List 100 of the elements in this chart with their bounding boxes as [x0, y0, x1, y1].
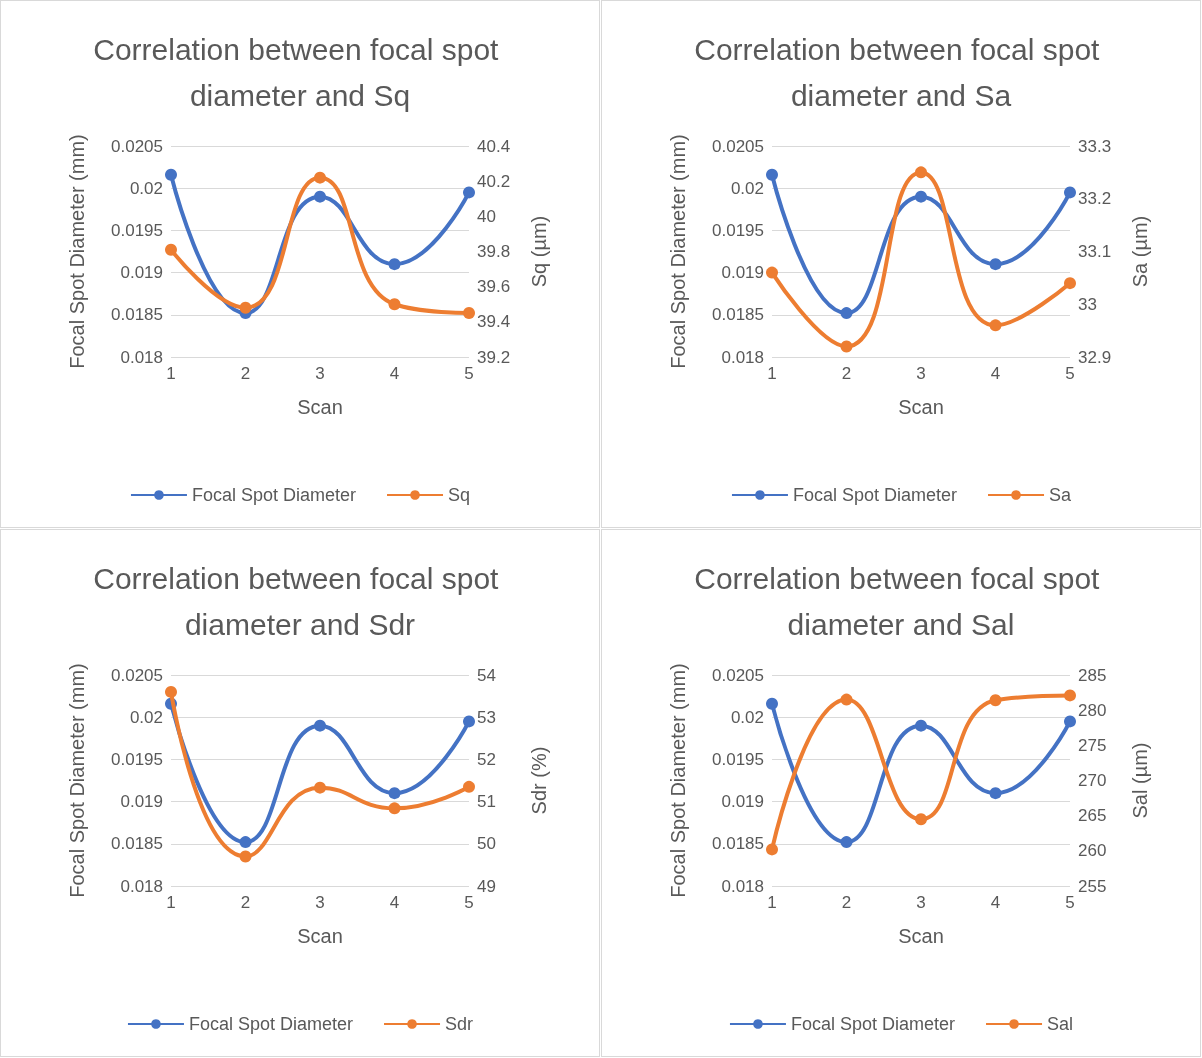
x-axis-title: Scan: [297, 925, 343, 947]
point: [840, 836, 853, 849]
y2-tick-label: 33.1: [1078, 242, 1112, 261]
x-tick-label: 5: [464, 893, 474, 912]
point: [314, 171, 326, 184]
x-tick-label: 2: [240, 364, 251, 383]
point: [388, 258, 401, 271]
y2-axis-title: Sa (µm): [1129, 215, 1151, 288]
point: [463, 715, 475, 728]
y-tick-label: 0.0205: [712, 665, 764, 685]
y-axis-title: Focal Spot Diameter (mm): [667, 663, 689, 898]
point: [766, 266, 778, 279]
y2-axis-title: Sdr (%): [528, 746, 550, 815]
y2-tick-label: 54: [477, 665, 496, 685]
y-tick-label: 0.0195: [712, 220, 764, 240]
y2-tick-label: 40.4: [477, 136, 511, 156]
y2-tick-label: 39.6: [477, 277, 511, 297]
x-tick-label: 5: [464, 364, 474, 383]
x-tick-label: 4: [389, 364, 400, 383]
y-tick-label: 0.0205: [111, 136, 163, 156]
y2-tick-label: 270: [1078, 771, 1107, 790]
x-axis-title: Scan: [898, 925, 944, 947]
point: [1064, 186, 1076, 199]
point: [915, 719, 927, 732]
y2-tick-label: 40.2: [477, 171, 511, 191]
y2-tick-label: 53: [477, 707, 496, 727]
y-tick-label: 0.0205: [712, 136, 764, 156]
x-tick-label: 1: [166, 364, 176, 383]
y2-tick-label: 39.8: [477, 242, 511, 261]
y2-tick-label: 265: [1078, 806, 1107, 826]
x-axis-title: Scan: [898, 396, 944, 418]
y-tick-label: 0.0205: [111, 665, 163, 685]
point: [766, 168, 778, 181]
y2-tick-label: 32.9: [1078, 347, 1112, 367]
point: [463, 307, 475, 320]
chart-title: Correlation between focal spot diameter and Sal: [694, 561, 1108, 641]
y-tick-label: 0.019: [721, 263, 764, 283]
y-tick-label: 0.0185: [111, 305, 163, 325]
y2-tick-label: 285: [1078, 665, 1107, 685]
y2-tick-label: 260: [1078, 841, 1107, 861]
point: [989, 787, 1002, 800]
y-tick-label: 0.02: [129, 707, 163, 727]
point: [388, 802, 401, 815]
point: [388, 787, 401, 800]
x-tick-label: 1: [166, 893, 176, 912]
y2-tick-label: 275: [1078, 735, 1107, 755]
x-tick-label: 1: [767, 893, 777, 912]
y2-tick-label: 280: [1078, 700, 1107, 720]
point: [989, 258, 1002, 271]
y-tick-label: 0.018: [721, 876, 764, 896]
x-tick-label: 3: [916, 364, 926, 383]
x-tick-label: 5: [1065, 893, 1075, 912]
y-tick-label: 0.02: [129, 178, 163, 198]
point: [314, 781, 326, 794]
point: [1064, 277, 1076, 290]
point: [989, 319, 1002, 332]
x-tick-label: 2: [841, 364, 852, 383]
y2-tick-label: 33.3: [1078, 136, 1112, 156]
legend-label: Sdr: [445, 1014, 474, 1034]
y2-tick-label: 33: [1078, 294, 1097, 314]
point: [915, 166, 927, 179]
x-tick-label: 4: [990, 893, 1001, 912]
x-tick-label: 3: [916, 893, 926, 912]
point: [1064, 689, 1076, 702]
point: [165, 243, 177, 256]
y-tick-label: 0.0195: [712, 749, 764, 769]
legend-label: Sa: [1049, 485, 1073, 505]
y-tick-label: 0.018: [721, 347, 764, 367]
y2-tick-label: 50: [477, 834, 496, 854]
y2-axis-title: Sq (µm): [528, 215, 550, 288]
point: [989, 694, 1002, 707]
y-axis-title: Focal Spot Diameter (mm): [66, 663, 88, 898]
y-tick-label: 0.019: [120, 263, 163, 283]
y-tick-label: 0.0195: [111, 749, 163, 769]
legend-label: Sq: [448, 485, 471, 505]
chart-title: Correlation between focal spot diameter and Sq: [93, 32, 507, 112]
point: [239, 836, 252, 849]
y2-tick-label: 39.4: [477, 312, 511, 332]
y2-tick-label: 39.2: [477, 347, 511, 367]
point: [840, 340, 853, 353]
point: [463, 186, 475, 199]
point: [840, 693, 853, 706]
point: [915, 813, 927, 826]
legend-label: Focal Spot Diameter: [188, 1014, 354, 1034]
y2-tick-label: 40: [477, 206, 496, 226]
y-axis-title: Focal Spot Diameter (mm): [66, 134, 88, 369]
point: [314, 719, 326, 732]
point: [165, 685, 177, 698]
x-tick-label: 2: [841, 893, 852, 912]
point: [766, 843, 778, 856]
x-tick-label: 3: [315, 893, 325, 912]
point: [463, 780, 475, 793]
y2-tick-label: 255: [1078, 876, 1107, 896]
y-tick-label: 0.02: [730, 178, 764, 198]
x-tick-label: 4: [990, 364, 1001, 383]
y2-tick-label: 49: [477, 876, 496, 896]
x-tick-label: 2: [240, 893, 251, 912]
x-tick-label: 5: [1065, 364, 1075, 383]
point: [239, 850, 252, 863]
y-tick-label: 0.0195: [111, 220, 163, 240]
